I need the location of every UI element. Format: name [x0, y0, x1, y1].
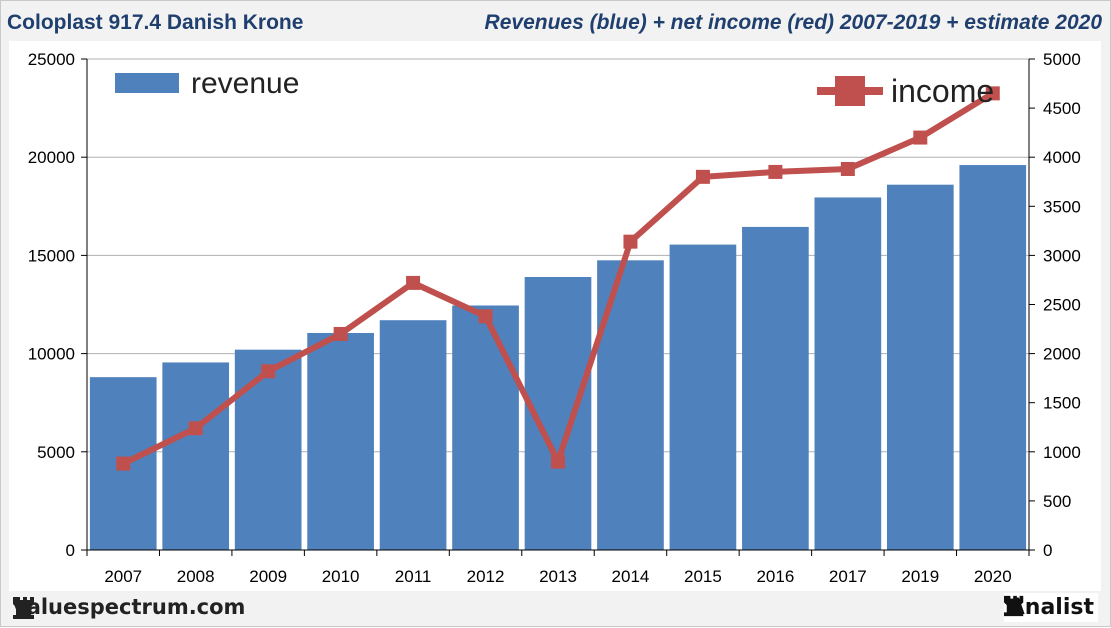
rook-icon	[13, 597, 34, 619]
income-marker	[623, 234, 638, 249]
income-marker	[406, 275, 421, 290]
x-tick-label: 2007	[104, 567, 142, 586]
income-marker	[913, 130, 928, 145]
bars	[89, 165, 1027, 551]
income-marker	[840, 161, 855, 176]
brand-text: valuespectrum.com	[13, 595, 246, 619]
y-right-tick-label: 2500	[1043, 296, 1081, 315]
revenue-bar	[669, 244, 737, 550]
x-tick-label: 2016	[756, 567, 794, 586]
rook-icon	[1003, 595, 1024, 617]
x-tick-label: 2008	[177, 567, 215, 586]
revenue-bar	[452, 305, 519, 550]
x-tick-label: 2019	[901, 567, 939, 586]
legend-income-marker	[835, 76, 865, 106]
y-left-tick-label: 25000	[28, 50, 75, 69]
x-tick-label: 2014	[612, 567, 650, 586]
y-right-tick-label: 0	[1043, 541, 1052, 560]
legend-revenue-swatch	[115, 73, 179, 93]
revenue-bar	[814, 197, 882, 550]
y-right-tick-label: 2000	[1043, 345, 1081, 364]
income-marker	[116, 456, 131, 471]
y-left-tick-label: 5000	[37, 443, 75, 462]
revenue-bar	[379, 320, 447, 550]
y-left-tick-label: 10000	[28, 345, 75, 364]
income-marker	[768, 164, 783, 179]
income-marker	[188, 421, 203, 436]
income-line-group	[116, 86, 1000, 471]
revenue-bar	[742, 226, 809, 550]
y-right-tick-label: 1500	[1043, 394, 1081, 413]
income-marker	[695, 169, 710, 184]
revenue-bar	[162, 362, 230, 550]
income-marker	[333, 326, 348, 341]
income-marker	[261, 364, 276, 379]
y-right-tick-label: 4000	[1043, 148, 1081, 167]
revenue-bar	[307, 332, 374, 550]
legend: revenue income	[115, 67, 994, 109]
x-tick-label: 2020	[974, 567, 1012, 586]
legend-income-label: income	[891, 73, 994, 109]
y-right-tick-label: 5000	[1043, 50, 1081, 69]
x-tick-label: 2010	[322, 567, 360, 586]
y-right-tick-label: 3500	[1043, 197, 1081, 216]
x-tick-label: 2017	[829, 567, 867, 586]
y-right-tick-label: 3000	[1043, 246, 1081, 265]
y-left-tick-label: 20000	[28, 148, 75, 167]
income-marker	[478, 309, 493, 324]
revenue-bar	[886, 184, 954, 551]
brand-logo: valuespectrum.com	[13, 595, 245, 619]
x-tick-label: 2012	[467, 567, 505, 586]
income-marker	[985, 86, 1000, 101]
x-tick-label: 2011	[395, 567, 432, 586]
revenue-bar	[234, 349, 302, 550]
income-marker	[551, 454, 565, 469]
revenue-bar	[959, 165, 1027, 550]
y-right-tick-label: 500	[1043, 492, 1071, 511]
x-tick-label: 2009	[249, 567, 287, 586]
x-tick-label: 2015	[684, 567, 722, 586]
x-tick-label: 2013	[539, 567, 577, 586]
chart-title-left: Coloplast 917.4 Danish Krone	[7, 11, 304, 34]
y-right-tick-label: 4500	[1043, 99, 1081, 118]
y-right-tick-label: 1000	[1043, 443, 1081, 462]
chart-title-right: Revenues (blue) + net income (red) 2007-…	[484, 11, 1102, 34]
y-left-tick-label: 0	[66, 541, 75, 560]
analist-badge: Analist	[1003, 593, 1098, 622]
axes: 0 5000 10000 15000 20000 25000 0 500 1000 1500 200…	[28, 50, 1081, 586]
y-left-tick-label: 15000	[28, 246, 75, 265]
legend-revenue-label: revenue	[191, 67, 299, 100]
